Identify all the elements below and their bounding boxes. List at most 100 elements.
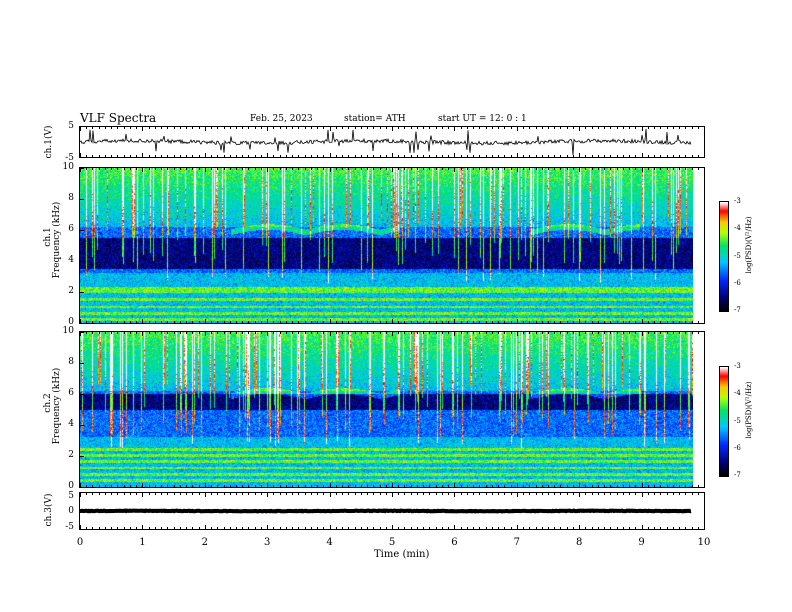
x-tick-mark xyxy=(342,492,343,495)
x-tick-label: 6 xyxy=(451,537,458,548)
x-tick-mark xyxy=(236,527,237,530)
x-tick-mark xyxy=(417,126,418,129)
x-tick-mark xyxy=(629,331,630,334)
x-tick-mark xyxy=(348,167,349,170)
x-tick-mark xyxy=(155,321,156,324)
x-tick-mark xyxy=(186,126,187,129)
x-tick-mark xyxy=(311,527,312,530)
x-tick-mark xyxy=(199,155,200,158)
y-tick-mark xyxy=(79,363,84,364)
x-tick-mark xyxy=(648,321,649,324)
x-tick-mark xyxy=(604,492,605,495)
x-tick-mark xyxy=(461,126,462,129)
x-tick-mark xyxy=(392,525,393,530)
x-tick-mark xyxy=(367,155,368,158)
x-tick-mark xyxy=(617,167,618,170)
x-tick-mark xyxy=(679,126,680,129)
x-tick-mark xyxy=(579,167,580,172)
x-tick-mark xyxy=(411,155,412,158)
x-tick-mark xyxy=(298,321,299,324)
x-tick-mark xyxy=(174,155,175,158)
x-tick-mark xyxy=(111,126,112,129)
x-tick-mark xyxy=(92,527,93,530)
x-tick-mark xyxy=(373,492,374,495)
x-tick-mark xyxy=(217,126,218,129)
x-tick-mark xyxy=(80,319,81,324)
x-tick-mark xyxy=(592,527,593,530)
x-tick-mark xyxy=(305,321,306,324)
x-tick-mark xyxy=(467,485,468,488)
x-tick-mark xyxy=(511,492,512,495)
x-tick-mark xyxy=(585,167,586,170)
x-tick-mark xyxy=(704,126,705,131)
x-tick-mark xyxy=(192,321,193,324)
x-tick-mark xyxy=(124,331,125,334)
x-tick-mark xyxy=(486,492,487,495)
x-tick-mark xyxy=(517,126,518,131)
x-tick-mark xyxy=(648,126,649,129)
x-tick-mark xyxy=(685,492,686,495)
x-tick-mark xyxy=(448,155,449,158)
x-tick-mark xyxy=(199,331,200,334)
x-tick-mark xyxy=(692,331,693,334)
x-tick-mark xyxy=(211,321,212,324)
x-tick-mark xyxy=(255,492,256,495)
x-tick-mark xyxy=(679,331,680,334)
x-tick-mark xyxy=(679,167,680,170)
x-tick-mark xyxy=(592,485,593,488)
x-tick-mark xyxy=(398,155,399,158)
x-tick-mark xyxy=(167,155,168,158)
x-tick-mark xyxy=(517,525,518,530)
x-tick-mark xyxy=(317,527,318,530)
y-tick-mark xyxy=(79,261,84,262)
x-tick-mark xyxy=(610,485,611,488)
x-tick-mark xyxy=(517,331,518,336)
x-tick-mark xyxy=(498,126,499,129)
x-tick-mark xyxy=(161,527,162,530)
x-tick-mark xyxy=(192,155,193,158)
x-tick-mark xyxy=(436,527,437,530)
x-tick-mark xyxy=(273,321,274,324)
x-tick-mark xyxy=(361,126,362,129)
x-tick-mark xyxy=(136,331,137,334)
x-tick-mark xyxy=(130,485,131,488)
x-tick-mark xyxy=(248,527,249,530)
x-tick-mark xyxy=(642,319,643,324)
x-tick-mark xyxy=(442,492,443,495)
x-tick-mark xyxy=(242,492,243,495)
x-tick-mark xyxy=(130,167,131,170)
x-tick-mark xyxy=(255,321,256,324)
x-tick-mark xyxy=(404,527,405,530)
x-tick-mark xyxy=(361,331,362,334)
x-tick-mark xyxy=(461,167,462,170)
x-tick-mark xyxy=(536,331,537,334)
x-tick-mark xyxy=(149,492,150,495)
x-tick-mark xyxy=(623,492,624,495)
x-tick-mark xyxy=(255,485,256,488)
x-tick-mark xyxy=(454,319,455,324)
x-tick-mark xyxy=(704,153,705,158)
x-tick-mark xyxy=(305,492,306,495)
x-tick-mark xyxy=(504,155,505,158)
x-tick-mark xyxy=(642,492,643,497)
x-tick-mark xyxy=(411,492,412,495)
x-tick-mark xyxy=(667,126,668,129)
x-tick-mark xyxy=(629,492,630,495)
x-tick-mark xyxy=(598,167,599,170)
x-tick-mark xyxy=(517,492,518,497)
x-tick-mark xyxy=(348,155,349,158)
x-tick-mark xyxy=(180,331,181,334)
x-tick-mark xyxy=(348,331,349,334)
x-tick-mark xyxy=(367,167,368,170)
x-tick-mark xyxy=(604,321,605,324)
x-tick-mark xyxy=(411,485,412,488)
x-tick-mark xyxy=(554,126,555,129)
x-tick-mark xyxy=(142,525,143,530)
x-tick-mark xyxy=(554,167,555,170)
y-tick-label: 0 xyxy=(68,481,74,491)
x-tick-mark xyxy=(679,321,680,324)
x-tick-mark xyxy=(404,492,405,495)
x-tick-mark xyxy=(473,126,474,129)
x-tick-mark xyxy=(398,167,399,170)
x-tick-mark xyxy=(504,527,505,530)
